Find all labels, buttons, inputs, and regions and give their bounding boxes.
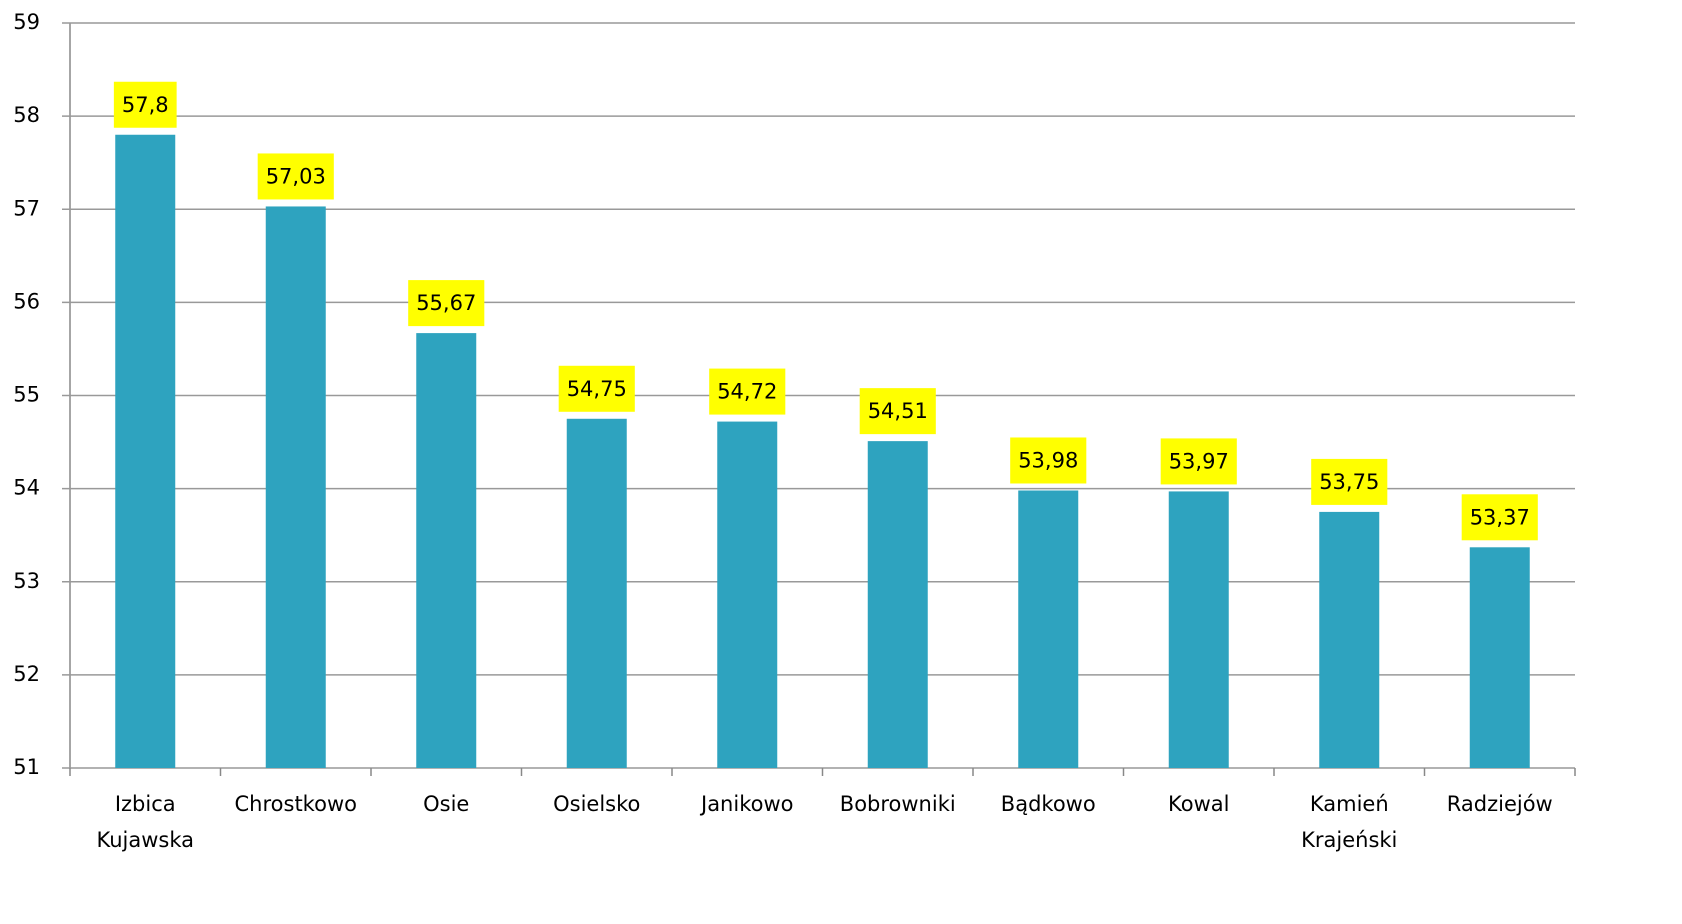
x-tick-label: Osielsko xyxy=(553,792,640,816)
data-label-background xyxy=(859,388,936,435)
data-label: 53,98 xyxy=(1018,448,1078,472)
y-tick-label: 57 xyxy=(13,196,40,220)
data-label: 57,8 xyxy=(122,93,169,117)
data-label: 54,72 xyxy=(717,380,777,404)
data-label-background xyxy=(1311,458,1388,505)
data-label: 53,37 xyxy=(1470,505,1530,529)
bar xyxy=(1319,511,1380,768)
y-tick-label: 56 xyxy=(13,289,40,313)
x-tick-label: Chrostkowo xyxy=(235,792,357,816)
y-tick-label: 51 xyxy=(13,755,40,779)
data-label-background xyxy=(257,153,334,200)
x-tick-label: Izbica Kujawska xyxy=(96,792,194,852)
data-label: 54,51 xyxy=(868,399,928,423)
data-label-background xyxy=(1010,437,1087,484)
data-label: 53,97 xyxy=(1169,449,1229,473)
x-tick-label: Janikowo xyxy=(699,792,794,816)
y-tick-label: 59 xyxy=(13,10,40,34)
x-tick-label: Bobrowniki xyxy=(840,792,956,816)
data-label: 57,03 xyxy=(266,164,326,188)
bar xyxy=(416,333,477,768)
bar xyxy=(1018,490,1079,768)
bar xyxy=(867,441,928,768)
data-label-background xyxy=(558,365,635,412)
data-label: 54,75 xyxy=(567,377,627,401)
data-label-background xyxy=(1160,438,1237,485)
data-label-background xyxy=(408,280,485,327)
x-tick-label: Kamień Krajeński xyxy=(1301,792,1397,852)
bar xyxy=(717,421,778,768)
bar xyxy=(1469,547,1530,768)
y-tick-label: 54 xyxy=(13,476,40,500)
x-tick-label: Bądkowo xyxy=(1001,792,1096,816)
bar xyxy=(1168,491,1229,768)
bar xyxy=(115,134,176,768)
x-tick-label: Osie xyxy=(423,792,469,816)
data-label-background xyxy=(1461,494,1538,541)
data-label: 53,75 xyxy=(1319,470,1379,494)
data-label-background xyxy=(709,368,786,415)
y-tick-label: 52 xyxy=(13,662,40,686)
x-tick-label: Kowal xyxy=(1168,792,1229,816)
data-label: 55,67 xyxy=(416,291,476,315)
bar xyxy=(265,206,326,769)
y-tick-label: 58 xyxy=(13,103,40,127)
y-tick-label: 53 xyxy=(13,569,40,593)
bar xyxy=(566,418,627,768)
x-tick-label: Radziejów xyxy=(1447,792,1553,816)
y-tick-label: 55 xyxy=(13,383,40,407)
data-label-background xyxy=(113,81,177,128)
